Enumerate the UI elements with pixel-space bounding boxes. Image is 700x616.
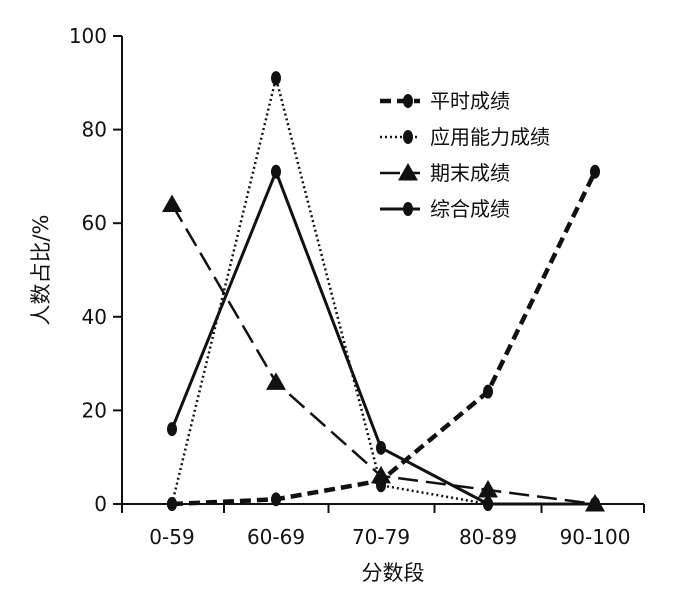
y-tick-label: 100 — [69, 24, 107, 48]
series-line — [171, 170, 598, 507]
legend-swatch-marker — [403, 202, 413, 216]
legend-label: 应用能力成绩 — [430, 125, 550, 149]
data-point — [271, 492, 281, 507]
data-point — [271, 164, 281, 179]
data-point — [371, 465, 391, 484]
data-point — [590, 164, 600, 179]
series-line — [170, 170, 595, 506]
legend-entry-4: 综合成绩 — [380, 197, 510, 221]
series-3 — [162, 194, 605, 512]
series-line — [170, 203, 596, 506]
legend-label: 综合成绩 — [430, 197, 510, 221]
series-4 — [167, 164, 600, 511]
legend-label: 平时成绩 — [430, 89, 510, 113]
y-tick-label: 40 — [82, 305, 107, 329]
data-point — [266, 372, 286, 390]
legend-label: 期末成绩 — [430, 161, 510, 185]
data-point — [483, 384, 493, 399]
series-1 — [167, 164, 600, 511]
axes: 0 20 40 60 80 100 0-59 60-69 70-79 80-89 90-100 — [69, 24, 645, 549]
x-tick-label: 0-59 — [149, 525, 194, 549]
x-tick-label: 70-79 — [352, 525, 410, 549]
x-tick-label: 80-89 — [459, 525, 517, 549]
series-lines — [162, 71, 605, 512]
y-tick-label: 60 — [82, 211, 107, 235]
data-point — [271, 71, 281, 86]
x-tick-label: 60-69 — [247, 525, 305, 549]
legend-swatch-marker — [398, 163, 418, 181]
legend-swatch-marker — [403, 130, 413, 144]
legend-entry-3: 期末成绩 — [380, 161, 510, 185]
data-point — [167, 497, 177, 511]
y-axis-title: 人数占比/% — [29, 214, 53, 325]
data-point — [590, 497, 600, 511]
y-tick-label: 0 — [94, 492, 107, 516]
x-tick-label: 90-100 — [560, 525, 631, 549]
data-point — [483, 497, 493, 511]
legend-entry-2: 应用能力成绩 — [380, 125, 550, 149]
data-point — [478, 479, 498, 498]
legend-swatch-marker — [403, 94, 413, 108]
x-axis-title: 分数段 — [362, 561, 425, 585]
data-point — [167, 422, 177, 437]
data-point — [162, 194, 182, 212]
data-point — [376, 440, 386, 455]
y-tick-label: 20 — [82, 398, 107, 422]
legend-entry-1: 平时成绩 — [380, 89, 510, 113]
y-tick-label: 80 — [82, 118, 107, 142]
